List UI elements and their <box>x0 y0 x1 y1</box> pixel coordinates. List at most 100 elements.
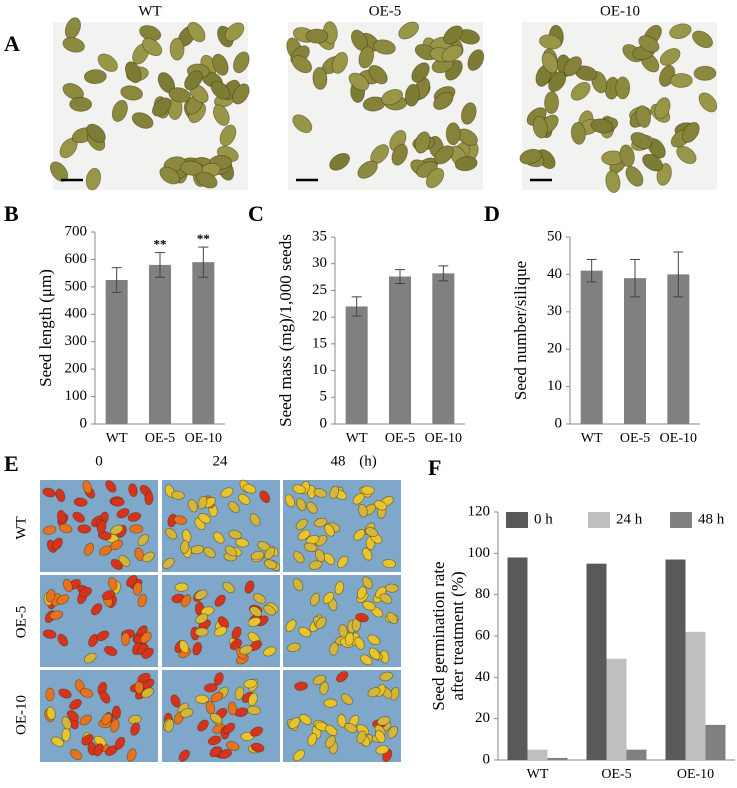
seed <box>79 688 94 698</box>
legend-label: 0 h <box>534 511 553 527</box>
seed <box>51 736 65 747</box>
seed <box>121 632 131 647</box>
seed <box>178 749 190 762</box>
seed <box>323 552 335 565</box>
seed <box>174 582 189 592</box>
seed <box>344 722 358 734</box>
seed <box>460 102 477 125</box>
x-tick-label: OE-10 <box>660 431 697 446</box>
seed <box>293 551 305 564</box>
seed <box>141 687 155 699</box>
seed <box>263 646 277 657</box>
seed <box>313 488 328 498</box>
y-tick-label: 100 <box>65 388 88 404</box>
seed <box>69 96 93 112</box>
seed <box>86 123 106 143</box>
seed <box>360 485 375 495</box>
y-tick-label: 5 <box>320 389 328 405</box>
y-tick-label: 100 <box>468 545 491 561</box>
seed <box>605 170 621 193</box>
seed <box>137 672 151 684</box>
seed <box>322 591 335 604</box>
seed <box>62 37 85 53</box>
photo-label: WT <box>13 516 29 539</box>
seed <box>635 105 651 128</box>
seed <box>81 734 94 746</box>
seed <box>111 705 122 720</box>
seed <box>615 76 631 100</box>
seed <box>358 46 375 69</box>
seed <box>563 56 582 77</box>
seed <box>231 626 242 640</box>
seed <box>692 30 713 49</box>
seed <box>83 69 107 85</box>
seed <box>159 166 181 185</box>
photo-label: OE-10 <box>13 695 29 735</box>
y-tick-label: 500 <box>65 278 88 294</box>
seed <box>210 691 224 703</box>
seed <box>224 545 238 557</box>
seed <box>284 494 295 508</box>
seed <box>109 719 120 733</box>
seed <box>52 537 63 551</box>
seed <box>386 611 398 625</box>
seed <box>376 716 391 726</box>
seed <box>411 62 430 83</box>
seed <box>116 508 130 519</box>
seed <box>698 92 718 113</box>
seed <box>306 501 318 514</box>
seed <box>324 523 335 537</box>
seed <box>625 166 644 187</box>
seed <box>404 83 420 107</box>
y-tick-label: 0 <box>320 415 328 431</box>
seed <box>198 513 211 524</box>
y-tick-label: 50 <box>547 228 562 244</box>
y-axis-label: Seed length (μm) <box>36 269 55 387</box>
seed <box>250 726 264 737</box>
x-tick-label: OE-10 <box>185 431 222 446</box>
seed <box>83 542 95 556</box>
seed <box>331 51 348 74</box>
seed <box>228 529 242 540</box>
seed <box>467 49 485 71</box>
bar <box>149 264 171 424</box>
seed <box>100 712 113 726</box>
seed <box>46 588 56 603</box>
seed <box>659 48 681 66</box>
seed <box>294 681 308 691</box>
seed <box>642 153 663 172</box>
seed <box>90 603 103 616</box>
seed <box>292 114 313 133</box>
legend-swatch <box>670 512 692 528</box>
y-axis-label: Seed germination rate <box>429 561 448 710</box>
seed <box>209 746 223 758</box>
seed <box>219 124 237 147</box>
annotation: ** <box>197 231 210 246</box>
seed <box>46 706 56 721</box>
x-tick-label: OE-10 <box>677 767 714 782</box>
seed <box>207 735 222 746</box>
seed <box>433 91 454 110</box>
seed <box>638 35 660 53</box>
seed <box>234 686 245 701</box>
seed <box>212 53 229 76</box>
seed <box>362 576 373 590</box>
seed <box>305 28 329 44</box>
seed <box>287 642 301 653</box>
seed <box>222 581 235 594</box>
seed <box>242 483 257 494</box>
y-tick-label: 20 <box>312 309 327 325</box>
y-tick-label: 40 <box>547 266 562 282</box>
y-tick-label: 30 <box>547 303 562 319</box>
seed <box>218 749 232 759</box>
seed <box>110 497 125 507</box>
seed <box>194 627 209 637</box>
seed <box>233 51 250 74</box>
seed <box>329 485 340 500</box>
seed <box>247 617 262 627</box>
seed <box>57 633 69 647</box>
seed <box>142 551 155 563</box>
bar <box>685 631 706 760</box>
seed <box>132 581 143 596</box>
panel-label: A <box>4 31 20 56</box>
